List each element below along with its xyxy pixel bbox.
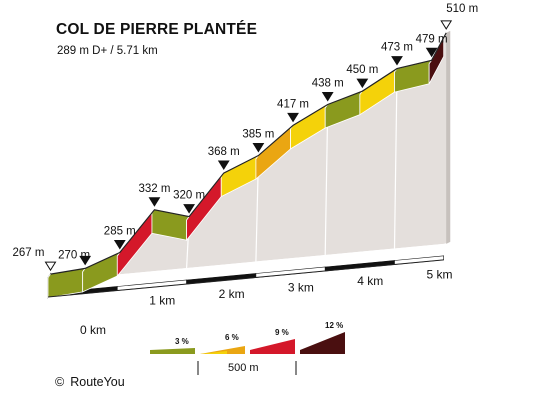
scale-bar-label: 500 m xyxy=(228,362,259,374)
legend-label: 9 % xyxy=(275,328,289,337)
elevation-label: 479 m xyxy=(416,33,448,45)
elevation-marker xyxy=(321,92,334,102)
elevation-label: 267 m xyxy=(13,247,45,259)
elevation-label: 368 m xyxy=(208,146,240,158)
profile-right-face xyxy=(446,30,451,244)
copyright-symbol: © xyxy=(55,375,65,389)
elevation-label: 473 m xyxy=(381,42,413,54)
elevation-marker xyxy=(79,255,92,266)
elevation-marker xyxy=(356,78,369,89)
x-axis-km-label: 0 km xyxy=(80,323,106,337)
elevation-marker xyxy=(391,56,403,66)
x-axis-km-label: 4 km xyxy=(357,274,383,288)
x-axis-km-label: 5 km xyxy=(427,268,453,282)
legend-swatch xyxy=(200,346,245,354)
x-axis-km-label: 2 km xyxy=(219,287,245,301)
profile-side-area xyxy=(48,30,451,282)
legend-swatch xyxy=(200,351,227,354)
elevation-label: 385 m xyxy=(242,129,274,141)
endpoint-marker xyxy=(440,20,453,30)
elevation-marker xyxy=(183,204,196,214)
profile-base-line xyxy=(47,259,444,298)
elevation-marker xyxy=(425,47,438,58)
legend-label: 6 % xyxy=(225,333,239,342)
elevation-label: 510 m xyxy=(446,3,478,15)
elevation-label: 270 m xyxy=(58,249,90,261)
endpoint-marker xyxy=(44,261,57,272)
legend-label: 12 % xyxy=(325,321,343,330)
elevation-label: 450 m xyxy=(346,64,378,76)
x-axis-km-label: 1 km xyxy=(149,294,175,308)
elevation-label: 417 m xyxy=(277,98,309,110)
profile-ridge-line xyxy=(50,32,447,275)
routeyou-credit: © RouteYou xyxy=(55,375,125,389)
elevation-marker xyxy=(252,143,265,153)
credit-text: RouteYou xyxy=(70,375,125,389)
elevation-marker xyxy=(113,240,126,250)
elevation-label: 332 m xyxy=(138,183,170,195)
x-axis-km-label: 3 km xyxy=(288,281,314,295)
legend-label: 3 % xyxy=(175,337,189,346)
km-separator-line xyxy=(324,108,329,256)
legend-swatch xyxy=(250,339,295,354)
km-separator-line xyxy=(393,72,398,249)
chart-subtitle: 289 m D+ / 5.71 km xyxy=(57,45,158,57)
elevation-marker xyxy=(217,160,230,170)
elevation-label: 438 m xyxy=(312,78,344,90)
elevation-label: 320 m xyxy=(173,190,205,202)
legend-swatch xyxy=(150,348,195,354)
elevation-marker xyxy=(148,197,161,207)
elevation-marker xyxy=(287,112,299,123)
chart-title: COL DE PIERRE PLANTÉE xyxy=(56,21,258,38)
legend-swatch xyxy=(300,332,345,354)
elevation-label: 285 m xyxy=(104,226,136,238)
